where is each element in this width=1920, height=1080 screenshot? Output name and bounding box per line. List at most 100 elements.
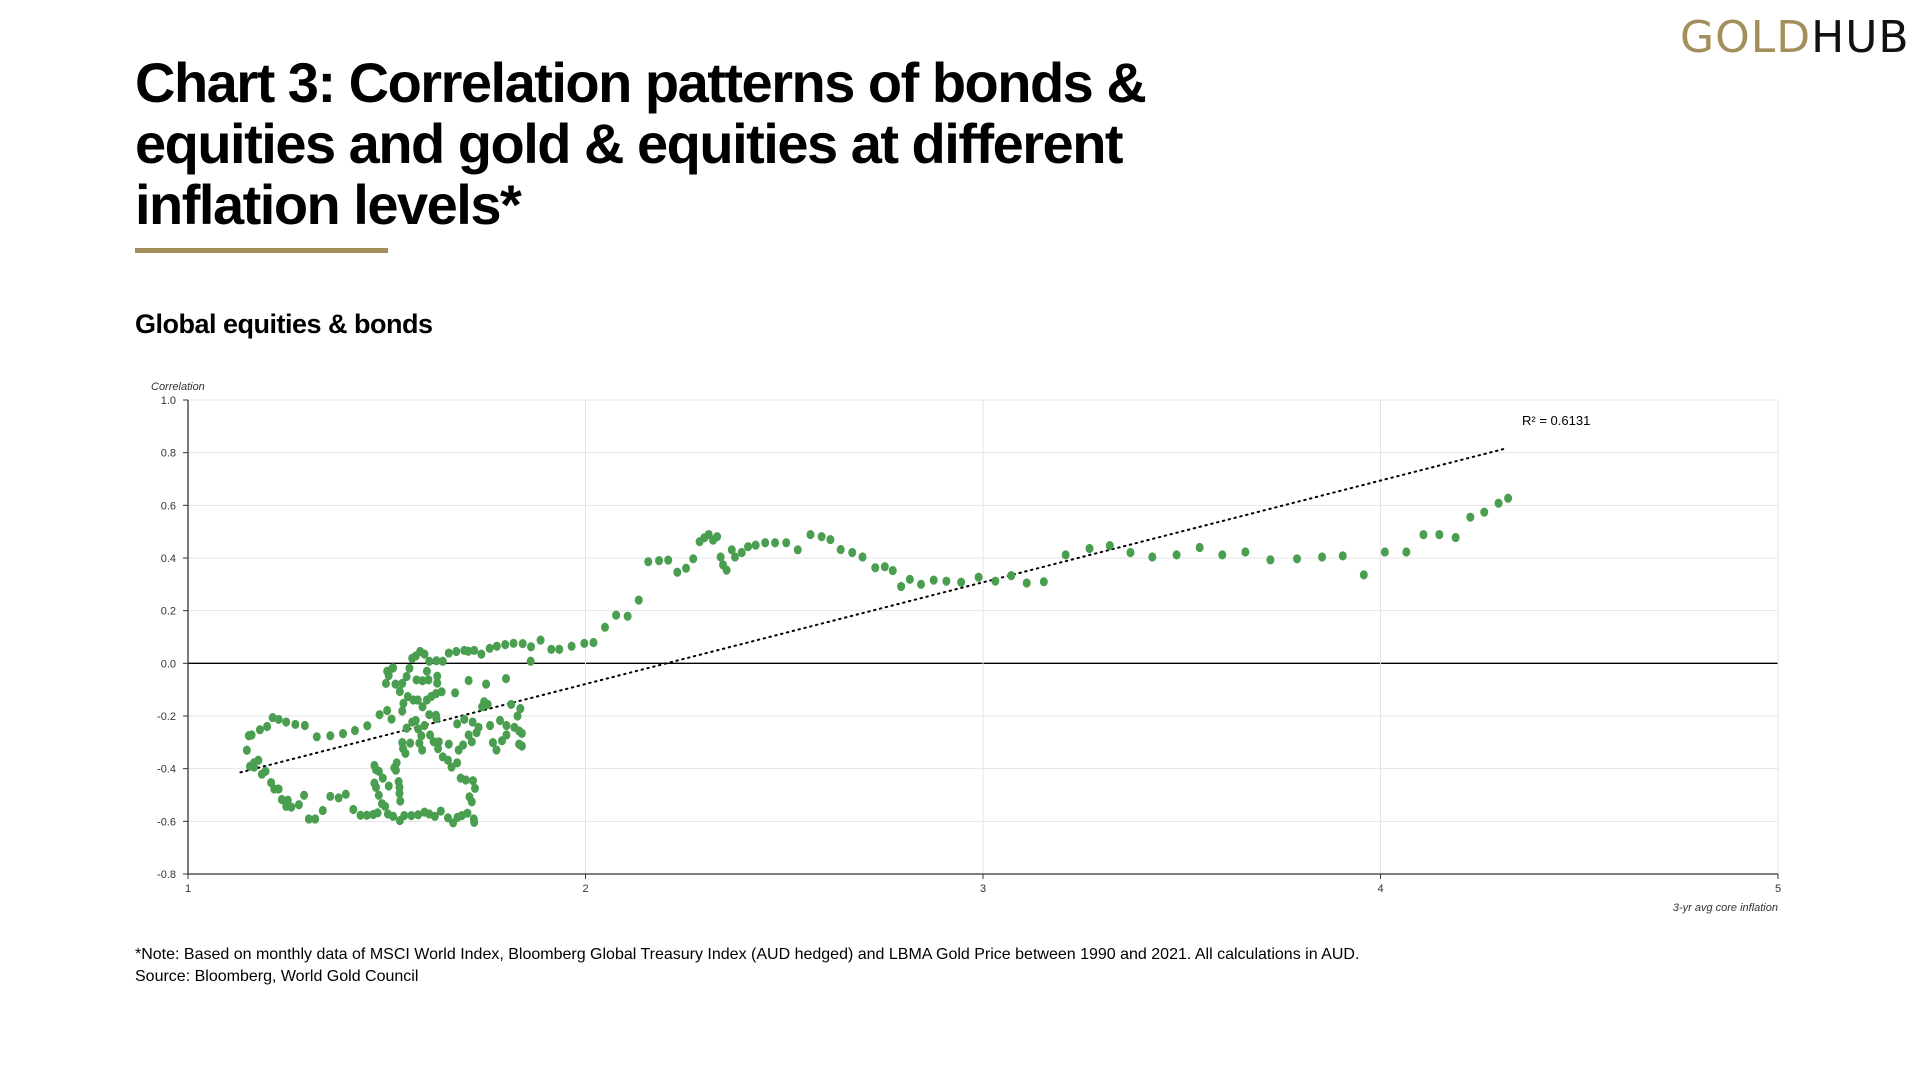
data-point xyxy=(737,547,746,558)
data-point xyxy=(401,748,410,758)
data-point xyxy=(470,783,479,794)
data-point xyxy=(378,773,387,783)
data-point xyxy=(372,782,381,792)
data-point xyxy=(848,547,857,558)
y-tick-label: 0.2 xyxy=(161,606,176,618)
data-point xyxy=(467,797,476,807)
data-point xyxy=(492,641,501,651)
data-point xyxy=(580,638,589,648)
data-point xyxy=(905,574,914,584)
data-point xyxy=(437,687,446,697)
data-point xyxy=(472,727,481,738)
data-point xyxy=(682,563,691,573)
x-tick-label: 2 xyxy=(582,883,588,895)
data-point xyxy=(507,699,516,710)
data-point xyxy=(373,808,382,818)
data-point xyxy=(974,572,983,582)
data-point xyxy=(806,529,815,540)
data-point xyxy=(287,802,296,812)
x-axis-label: 3-yr avg core inflation xyxy=(1673,902,1778,914)
axes: 1.0 0.8 0.6 0.4 0.2 0.0 -0.2 -0.4 -0.6 -0.8 1 2 3 4 5 xyxy=(157,395,1781,895)
data-point xyxy=(1338,551,1347,561)
data-point xyxy=(432,656,441,666)
data-point xyxy=(502,720,511,731)
data-point xyxy=(623,611,632,621)
data-point xyxy=(398,706,407,716)
data-point xyxy=(771,538,780,548)
data-point xyxy=(470,645,479,656)
data-point xyxy=(375,710,384,720)
data-point xyxy=(634,595,643,605)
data-point xyxy=(655,556,664,566)
data-point xyxy=(433,678,442,688)
data-point xyxy=(689,554,698,564)
data-point xyxy=(425,710,434,720)
data-point xyxy=(664,555,673,565)
y-axis-label: Correlation xyxy=(151,381,205,393)
y-tick-label: -0.8 xyxy=(157,869,176,881)
data-point xyxy=(644,557,653,567)
data-point xyxy=(384,670,393,681)
data-point xyxy=(438,656,447,666)
data-point xyxy=(1380,547,1389,557)
data-point xyxy=(420,720,429,731)
data-point xyxy=(392,758,401,768)
r-squared-label: R² = 0.6131 xyxy=(1522,413,1590,428)
data-point xyxy=(418,676,427,686)
data-point xyxy=(405,663,414,673)
data-point xyxy=(374,790,383,800)
grid xyxy=(188,399,1779,875)
data-point xyxy=(1293,554,1302,564)
data-point xyxy=(1085,543,1094,554)
data-point xyxy=(1494,498,1503,508)
y-tick-label: 0.8 xyxy=(161,448,176,460)
y-tick-label: 1.0 xyxy=(161,395,176,407)
data-point xyxy=(414,724,423,734)
data-point xyxy=(326,791,335,801)
data-point xyxy=(294,800,303,810)
logo-hub: HUB xyxy=(1811,12,1910,63)
data-point xyxy=(509,638,518,648)
data-point xyxy=(291,719,300,730)
data-point xyxy=(453,719,462,729)
data-point xyxy=(339,729,348,739)
data-point xyxy=(991,576,1000,586)
data-point xyxy=(396,796,405,806)
data-point xyxy=(389,663,398,673)
data-point xyxy=(430,811,439,821)
data-point xyxy=(444,648,453,658)
data-point xyxy=(880,562,889,572)
title-underline xyxy=(135,248,388,253)
data-point xyxy=(1039,577,1048,587)
data-point xyxy=(341,789,350,799)
data-point xyxy=(526,656,535,666)
data-point xyxy=(485,643,494,653)
footnote-source: Source: Bloomberg, World Gold Council xyxy=(135,968,419,985)
data-point xyxy=(395,686,404,697)
data-point xyxy=(363,721,372,731)
data-point xyxy=(311,814,320,824)
data-point xyxy=(381,801,390,811)
data-point xyxy=(1359,570,1368,580)
data-point xyxy=(492,745,501,755)
data-point xyxy=(517,728,526,738)
points-group xyxy=(242,493,1513,828)
data-point xyxy=(1266,555,1275,565)
goldhub-logo: GOLDHUB xyxy=(1680,12,1910,63)
data-point xyxy=(464,675,473,686)
data-point xyxy=(263,721,272,732)
data-point xyxy=(488,737,497,748)
data-point xyxy=(459,740,468,750)
data-point xyxy=(334,793,343,803)
data-point xyxy=(1007,571,1016,581)
data-point xyxy=(318,805,327,816)
data-point xyxy=(453,758,462,768)
data-point xyxy=(412,675,421,685)
data-point xyxy=(469,776,478,786)
data-point xyxy=(761,538,770,548)
y-tick-label: 0.0 xyxy=(161,658,176,670)
data-point xyxy=(482,679,491,689)
data-point xyxy=(406,738,415,748)
data-point xyxy=(817,532,826,542)
